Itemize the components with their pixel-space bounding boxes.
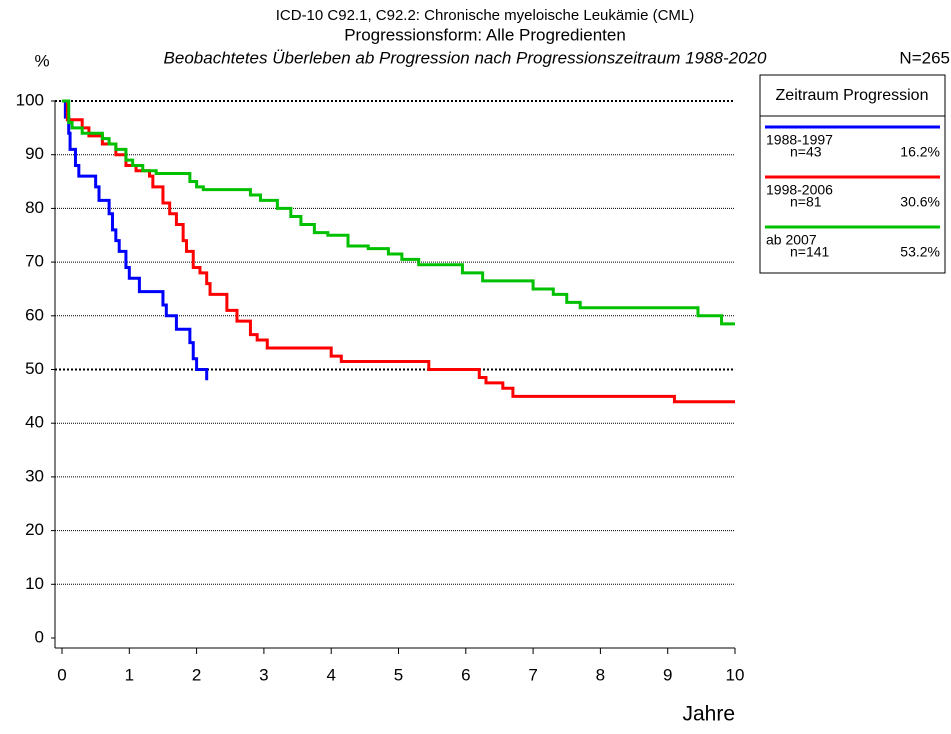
y-tick-label: 50 (25, 359, 44, 378)
y-tick-label: 10 (25, 574, 44, 593)
survival-curve (62, 99, 735, 404)
survival-curve (62, 99, 735, 326)
y-tick-label: 90 (25, 144, 44, 163)
x-axis-label: Jahre (682, 703, 735, 726)
total-count: N=265 (899, 48, 950, 67)
x-tick-label: 8 (596, 665, 605, 684)
legend-box (759, 74, 946, 274)
x-tick-label: 3 (259, 665, 268, 684)
legend-share: 16.2% (900, 144, 940, 160)
y-axis-label: % (34, 51, 49, 70)
y-tick-label: 70 (25, 252, 44, 271)
legend-count: n=43 (790, 144, 822, 160)
y-tick-label: 100 (16, 90, 44, 109)
x-tick-label: 4 (326, 665, 335, 684)
y-tick-label: 40 (25, 413, 44, 432)
chart-title: ICD-10 C92.1, C92.2: Chronische myeloisc… (276, 7, 695, 24)
legend-name: 1998-2006 (766, 182, 833, 198)
chart-subtitle: Progressionsform: Alle Progredienten (344, 25, 626, 44)
y-tick-label: 80 (25, 198, 44, 217)
legend-share: 53.2% (900, 244, 940, 260)
legend-name: ab 2007 (766, 232, 817, 248)
legend-share: 30.6% (900, 194, 940, 210)
y-tick-label: 60 (25, 305, 44, 324)
chart-description: Beobachtetes Überleben ab Progression na… (164, 48, 767, 67)
survival-curve (62, 99, 209, 381)
y-tick-label: 0 (35, 627, 44, 646)
y-tick-label: 30 (25, 466, 44, 485)
y-tick-label: 20 (25, 520, 44, 539)
legend-count: n=141 (790, 244, 830, 260)
legend-count: n=81 (790, 194, 822, 210)
x-tick-label: 9 (663, 665, 672, 684)
x-tick-label: 6 (461, 665, 470, 684)
x-tick-label: 10 (726, 665, 745, 684)
x-tick-label: 0 (57, 665, 66, 684)
x-tick-label: 2 (192, 665, 201, 684)
x-tick-label: 7 (528, 665, 537, 684)
legend-title: Zeitraum Progression (776, 87, 929, 104)
legend-name: 1988-1997 (766, 132, 833, 148)
x-tick-label: 5 (394, 665, 403, 684)
x-tick-label: 1 (125, 665, 134, 684)
